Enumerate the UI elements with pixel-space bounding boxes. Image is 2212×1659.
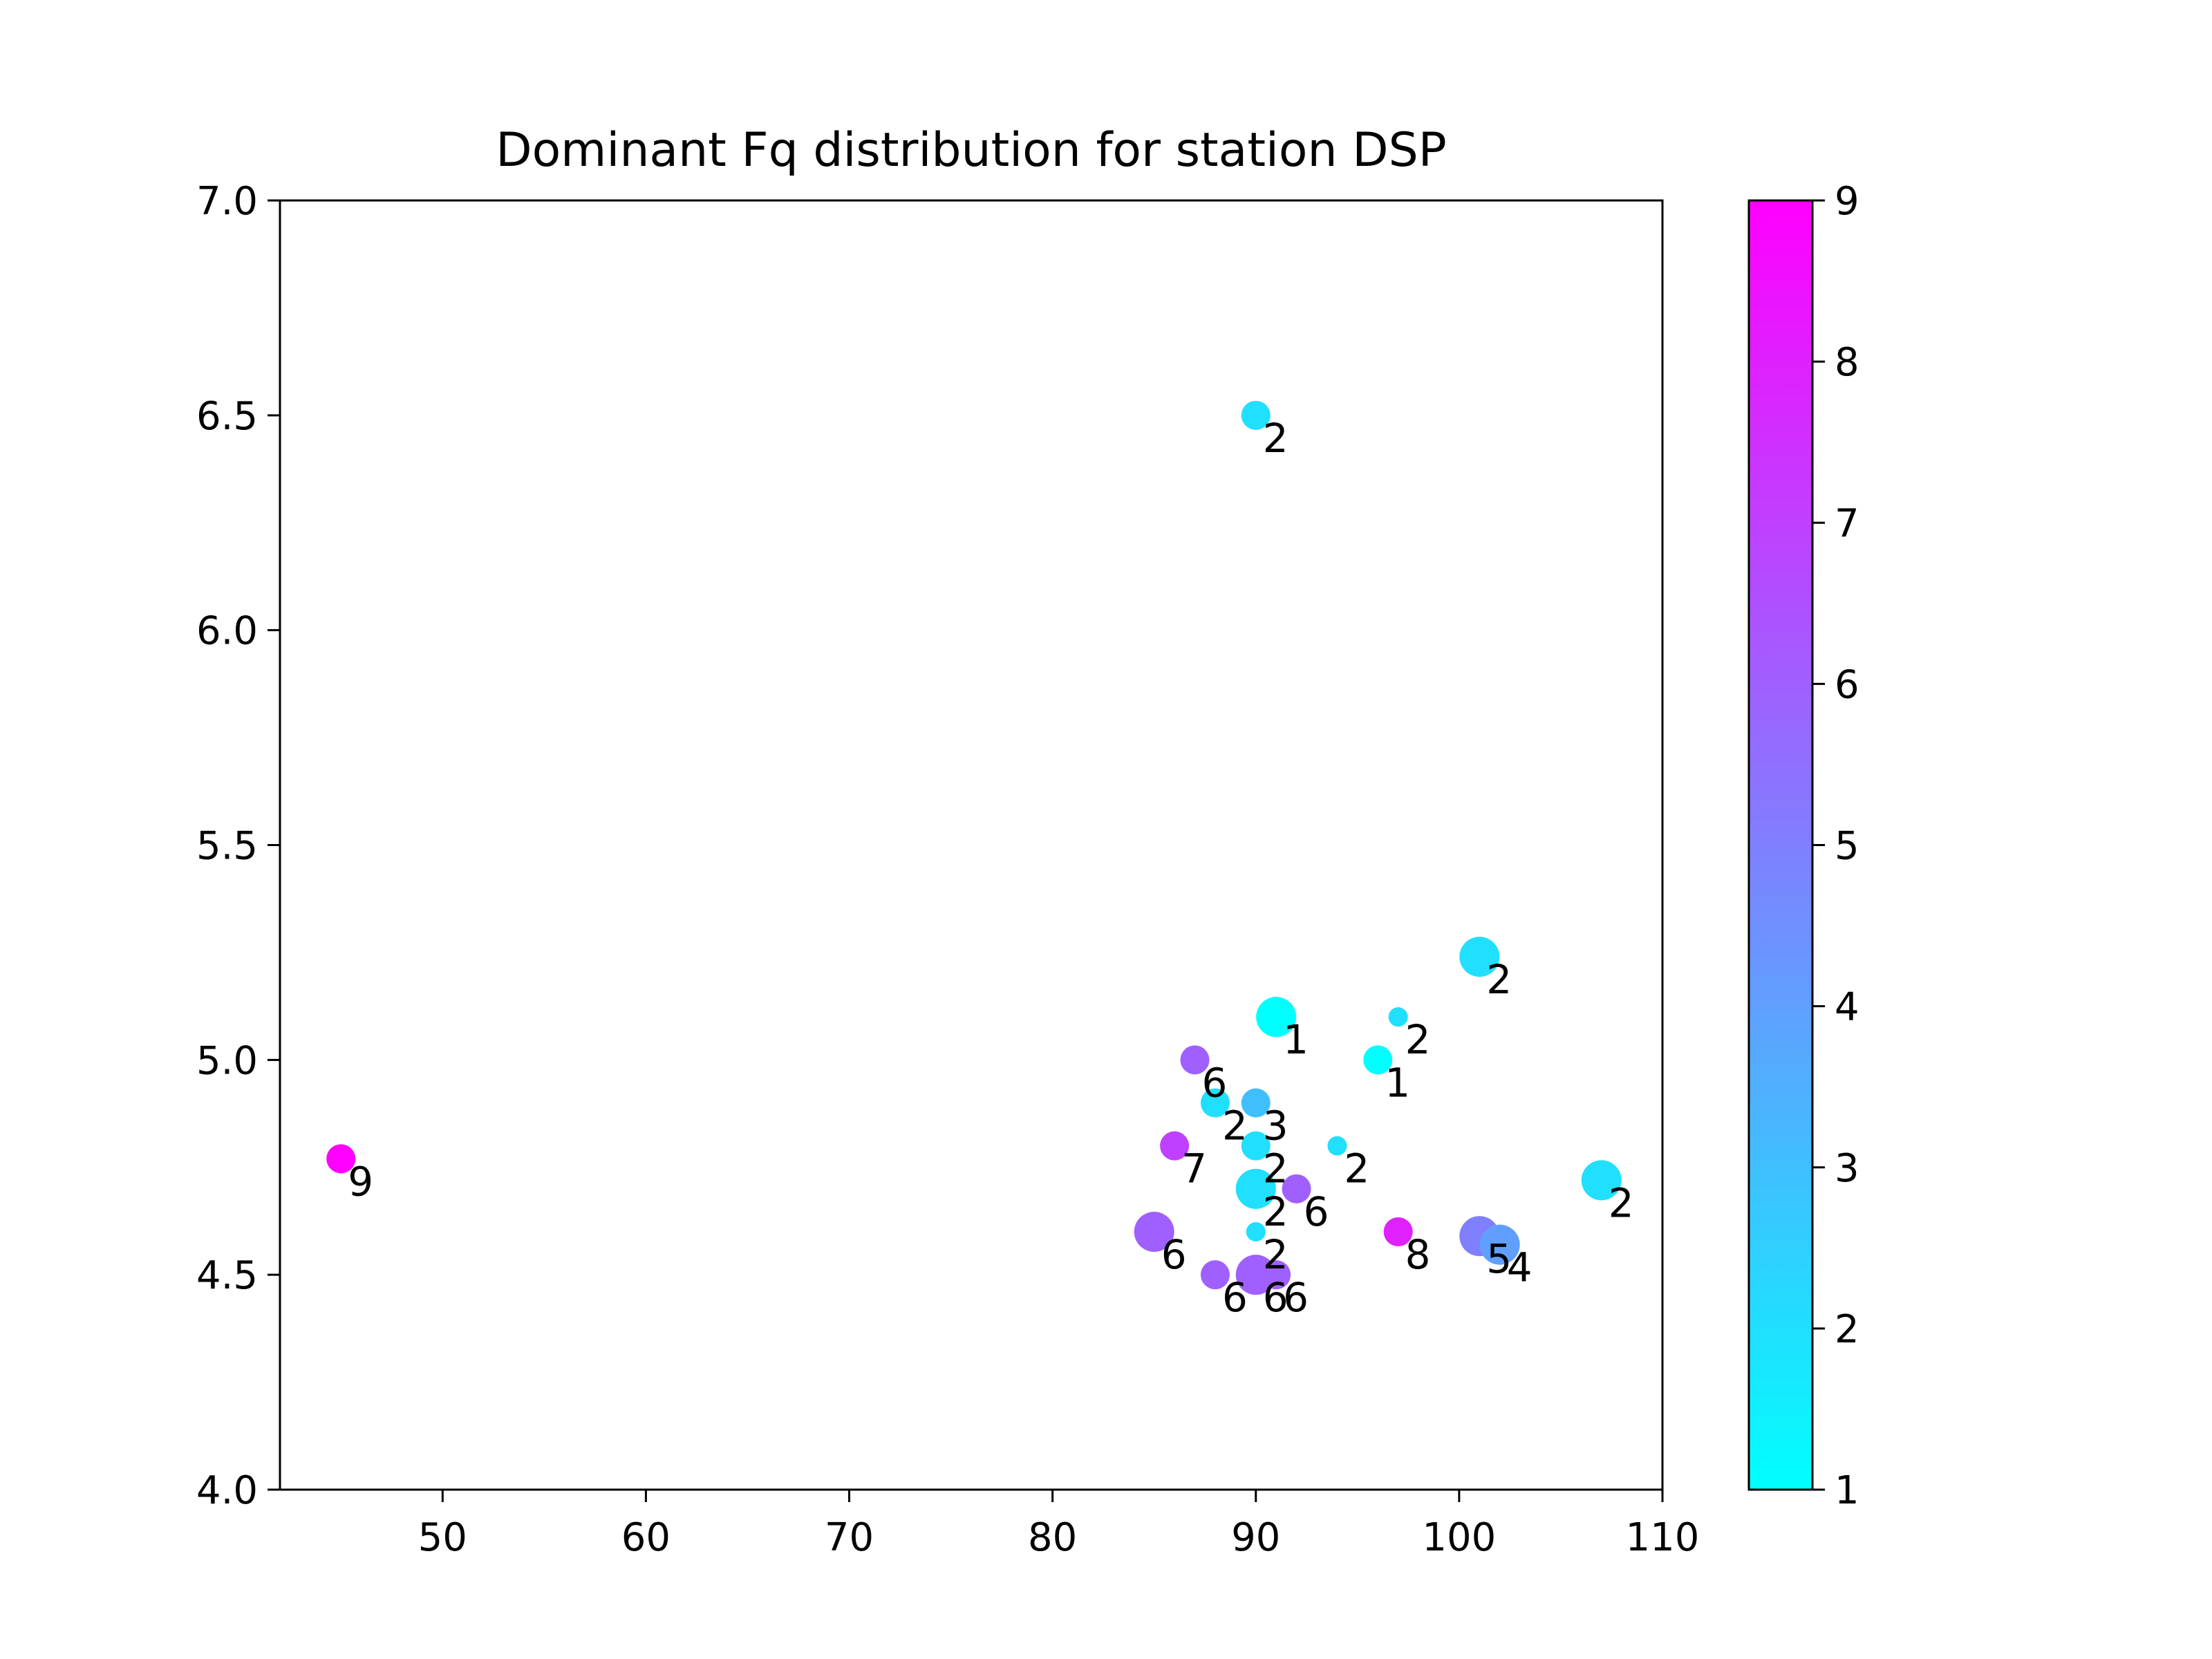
point-label: 2 [1263,415,1288,462]
point-label: 2 [1263,1188,1288,1235]
colorbar-ticks: 1 2 3 4 5 6 7 8 9 [1812,179,1859,1513]
colorbar-tick-label: 1 [1835,1468,1859,1513]
y-tick-label: 6.5 [196,394,258,439]
point-label: 5 [1486,1235,1512,1282]
y-tick-label: 6.0 [196,609,258,654]
point-label: 6 [1263,1274,1288,1321]
colorbar-gradient [1747,199,1814,1491]
scatter-point [1581,1160,1622,1201]
scatter-point [1241,400,1271,430]
y-tick-label: 5.5 [196,824,258,869]
scatter-point [1235,1168,1276,1209]
colorbar-tick-label: 7 [1835,501,1859,546]
point-label: 2 [1222,1103,1248,1150]
point-label: 6 [1283,1274,1309,1321]
point-label: 2 [1344,1145,1369,1192]
colorbar-tick-label: 8 [1835,340,1859,385]
x-tick-label: 80 [1028,1515,1077,1560]
scatter-point [1160,1131,1190,1161]
colorbar-tick-label: 6 [1835,662,1859,707]
y-tick-label: 7.0 [196,179,258,224]
point-label: 1 [1385,1059,1410,1106]
point-label: 8 [1405,1231,1431,1278]
colorbar-tick-label: 9 [1835,179,1859,224]
scatter-point [1383,1217,1413,1246]
point-label: 2 [1263,1145,1288,1192]
x-tick-label: 90 [1231,1515,1280,1560]
scatter-point [1262,1260,1291,1290]
scatter-point [1241,1131,1271,1161]
x-tick-label: 60 [621,1515,671,1560]
x-tick-label: 100 [1422,1515,1496,1560]
plot-frame [279,199,1664,1491]
scatter-point [326,1144,356,1174]
scatter-point [1388,1007,1408,1027]
colorbar-tick-label: 2 [1835,1307,1859,1352]
colorbar-tick-label: 4 [1835,985,1859,1030]
x-axis: 50 60 70 80 90 100 110 [418,1490,1700,1560]
x-tick-label: 50 [418,1515,467,1560]
point-label: 7 [1181,1145,1207,1192]
points-layer [326,400,1622,1295]
point-label: 4 [1507,1244,1533,1291]
y-tick-label: 5.0 [196,1038,258,1083]
scatter-point [1479,1224,1520,1265]
point-label: 2 [1486,956,1512,1003]
scatter-point [1180,1045,1210,1075]
scatter-point [1327,1136,1347,1156]
y-tick-label: 4.5 [196,1253,258,1298]
point-label: 2 [1405,1016,1431,1063]
scatter-point [1246,1222,1266,1241]
scatter-point [1200,1088,1230,1118]
scatter-point [1200,1260,1230,1290]
point-label: 6 [1222,1274,1248,1321]
point-label: 2 [1263,1231,1288,1278]
scatter-point [1256,997,1297,1038]
colorbar-tick-label: 5 [1835,824,1859,869]
colorbar-tick-label: 3 [1835,1146,1859,1191]
point-label: 2 [1609,1179,1634,1226]
point-label: 9 [348,1158,373,1205]
scatter-point [1134,1212,1174,1252]
point-label: 6 [1202,1059,1228,1106]
x-tick-label: 110 [1626,1515,1700,1560]
point-label: 3 [1263,1103,1288,1150]
y-tick-label: 4.0 [196,1468,258,1513]
scatter-point [1363,1045,1393,1075]
point-label: 6 [1161,1231,1187,1278]
scatter-point [1241,1088,1271,1118]
scatter-point [1282,1174,1311,1203]
point-label: 6 [1304,1188,1329,1235]
chart-title: Dominant Fq distribution for station DSP [496,123,1447,178]
x-tick-label: 70 [825,1515,874,1560]
colorbar: 1 2 3 4 5 6 7 8 9 [1747,179,1859,1513]
y-axis: 4.0 4.5 5.0 5.5 6.0 6.5 7.0 [196,179,280,1513]
point-label: 1 [1283,1016,1309,1063]
scatter-point [1459,937,1500,977]
